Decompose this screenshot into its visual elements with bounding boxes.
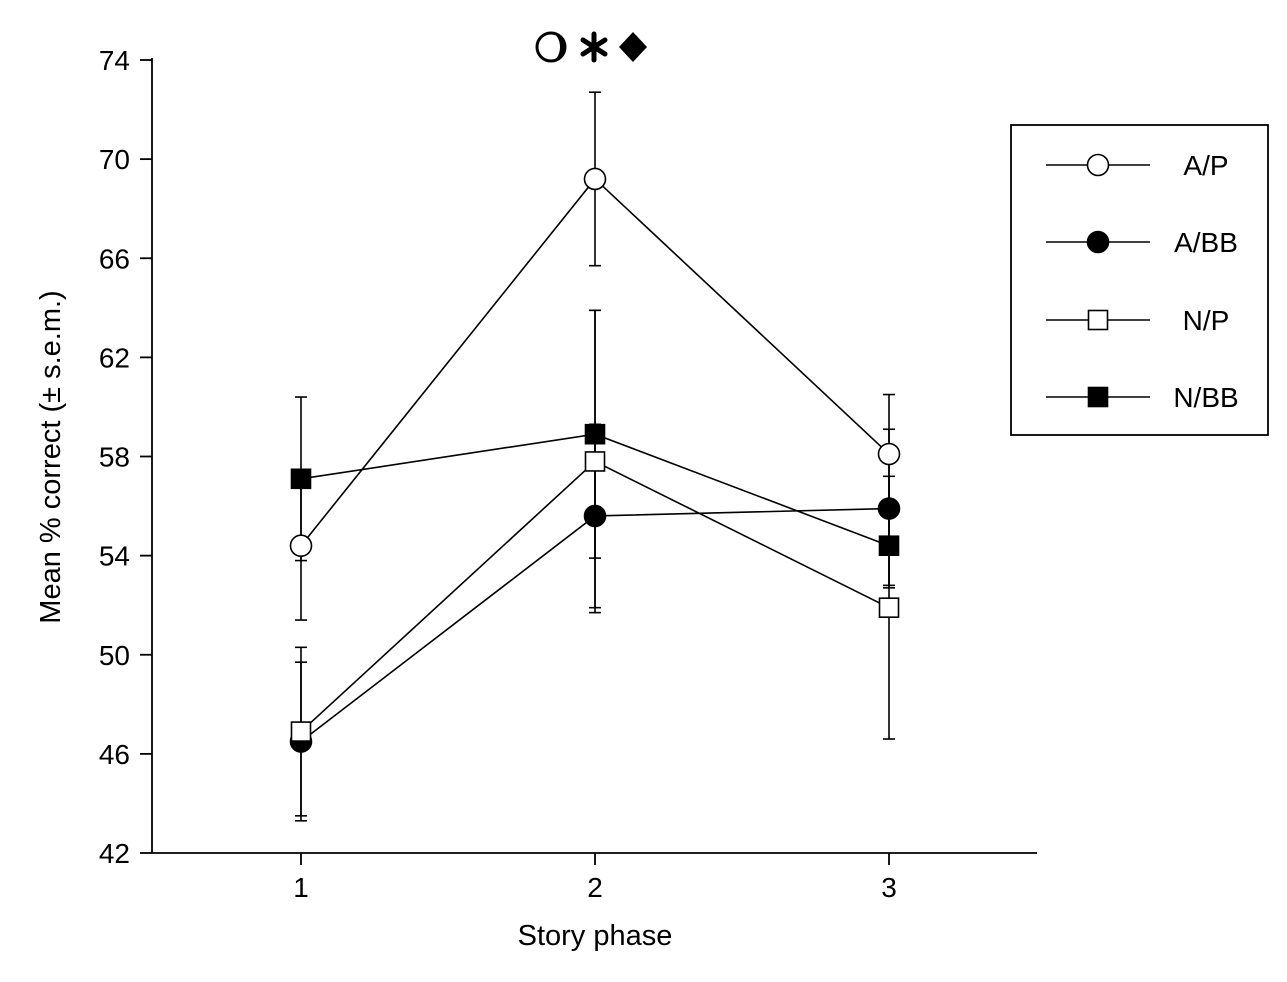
y-tick-label: 50 [99, 640, 130, 671]
data-point-n-p [878, 597, 900, 618]
significance-circle-shade [551, 33, 565, 61]
y-tick-label: 62 [99, 342, 130, 373]
data-point-a-bb [583, 504, 607, 528]
data-point-n-p [290, 721, 312, 742]
legend-label-a-bb: A/BB [1174, 227, 1238, 258]
data-point-a-bb [877, 497, 901, 520]
series-markers [289, 167, 901, 753]
legend-marker-a-p [1086, 153, 1110, 177]
legend: A/P A/BB N/P N/BB [1010, 124, 1269, 436]
y-tick-label: 54 [99, 541, 130, 572]
x-axis-title: Story phase [518, 920, 673, 952]
significance-asterisk-icon [580, 37, 608, 57]
significance-diamond-icon [619, 32, 647, 62]
data-point-n-bb [878, 535, 900, 557]
legend-box [1010, 124, 1269, 436]
x-tick-label: 3 [881, 872, 897, 903]
significance-markers [535, 31, 647, 63]
data-point-a-p [877, 442, 901, 466]
data-point-n-bb [290, 468, 312, 490]
data-point-n-bb [584, 423, 606, 445]
legend-label-n-p: N/P [1183, 305, 1230, 336]
legend-marker-a-bb [1086, 230, 1110, 254]
data-point-n-p [584, 451, 606, 472]
legend-marker-n-bb [1087, 386, 1109, 408]
x-tick-label: 1 [293, 872, 309, 903]
y-tick-label: 70 [99, 144, 130, 175]
y-tick-label: 66 [99, 243, 130, 274]
y-tick-label: 58 [99, 442, 130, 473]
legend-label-n-bb: N/BB [1173, 382, 1238, 413]
y-tick-label: 74 [99, 45, 130, 76]
legend-marker-n-p [1087, 309, 1109, 331]
legend-label-a-p: A/P [1183, 150, 1228, 181]
data-point-a-p [583, 167, 607, 191]
y-tick-label: 42 [99, 838, 130, 869]
x-tick-label: 2 [587, 872, 603, 903]
data-point-a-p [289, 534, 313, 558]
axes: 42 46 50 54 58 62 66 70 74 1 2 3 [99, 45, 1037, 903]
y-axis-title: Mean % correct (± s.e.m.) [35, 290, 67, 623]
y-tick-label: 46 [99, 739, 130, 770]
